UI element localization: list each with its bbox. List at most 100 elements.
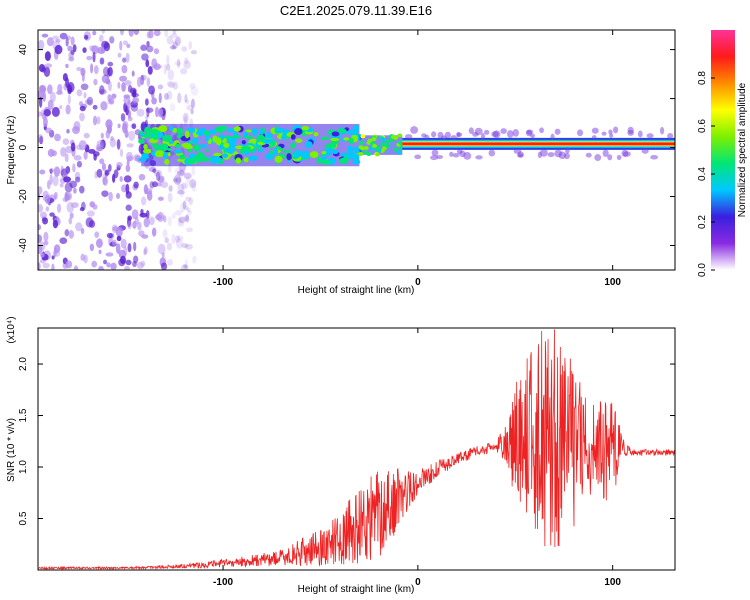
heatmap-cell bbox=[117, 81, 121, 89]
heatmap-cell bbox=[96, 116, 101, 125]
heatmap-cell bbox=[60, 168, 68, 179]
heatmap-cell bbox=[168, 140, 174, 145]
y-tick-label: 0 bbox=[18, 144, 29, 150]
heatmap-cell bbox=[85, 217, 94, 228]
heatmap-cell bbox=[79, 105, 86, 112]
heatmap-cell bbox=[53, 166, 61, 177]
heatmap-cell bbox=[51, 106, 60, 118]
heatmap-cell bbox=[190, 50, 198, 55]
heatmap-cell bbox=[431, 149, 439, 157]
heatmap-cell bbox=[52, 175, 59, 187]
heatmap-cell bbox=[133, 30, 140, 36]
heatmap-cell bbox=[305, 142, 311, 146]
heatmap-cell bbox=[152, 168, 157, 174]
heatmap-cell bbox=[123, 96, 131, 105]
heatmap-cell bbox=[75, 222, 83, 232]
heatmap-cell bbox=[49, 168, 53, 174]
heatmap-cell bbox=[176, 127, 184, 135]
heatmap-cell bbox=[320, 136, 330, 141]
heatmap-cell bbox=[430, 155, 438, 161]
heatmap-cell bbox=[175, 235, 180, 243]
heatmap-cell bbox=[294, 128, 303, 135]
heatmap-cell bbox=[70, 202, 79, 208]
heatmap-cell bbox=[162, 134, 172, 142]
heatmap-cell bbox=[506, 130, 514, 138]
heatmap-cell bbox=[185, 214, 190, 223]
heatmap-cell bbox=[92, 151, 100, 157]
heatmap-cell bbox=[76, 66, 82, 72]
colorbar-tick-label: 0.6 bbox=[697, 119, 708, 133]
heatmap-cell bbox=[132, 97, 140, 104]
heatmap-cell bbox=[141, 53, 149, 61]
heatmap-cell bbox=[65, 37, 69, 47]
heatmap-cell bbox=[44, 63, 53, 68]
heatmap-cell bbox=[198, 144, 208, 148]
heatmap-cell bbox=[176, 170, 185, 176]
heatmap-cell bbox=[594, 154, 602, 162]
heatmap-cell bbox=[185, 243, 193, 250]
colorbar-label: Normalized spectral amplitude bbox=[737, 82, 748, 217]
heatmap-cell bbox=[172, 81, 179, 90]
heatmap-cell bbox=[51, 263, 55, 270]
x-tick-label: 100 bbox=[604, 277, 621, 288]
heatmap-cell bbox=[75, 176, 81, 183]
heatmap-cell bbox=[156, 182, 162, 187]
heatmap-cell bbox=[73, 120, 81, 131]
heatmap-cell bbox=[67, 94, 71, 105]
heatmap-cell bbox=[352, 159, 361, 165]
heatmap-cell bbox=[70, 36, 75, 46]
heatmap-cell bbox=[81, 201, 86, 211]
heatmap-cell bbox=[175, 238, 184, 249]
heatmap-cell bbox=[174, 61, 182, 66]
heatmap-cell bbox=[72, 163, 76, 173]
heatmap-cell bbox=[140, 260, 146, 267]
snr-y-axis-label: SNR (10 * v/v) bbox=[6, 418, 17, 482]
heatmap-cell bbox=[93, 65, 99, 75]
heatmap-cell bbox=[171, 234, 176, 244]
heatmap-cell bbox=[167, 147, 172, 151]
heatmap-cell bbox=[169, 45, 177, 50]
heatmap-cell bbox=[163, 152, 169, 160]
heatmap-cell bbox=[180, 202, 185, 213]
heatmap-cell bbox=[125, 52, 130, 63]
heatmap-cell bbox=[152, 181, 158, 188]
heatmap-cell bbox=[108, 97, 115, 105]
heatmap-cell bbox=[90, 63, 94, 74]
heatmap-cell bbox=[158, 125, 168, 133]
heatmap-cell bbox=[256, 134, 266, 142]
heatmap-cell bbox=[190, 98, 195, 109]
heatmap-cell bbox=[396, 150, 402, 155]
heatmap-cell bbox=[621, 149, 629, 157]
y-tick-label: 0.5 bbox=[18, 511, 29, 525]
heatmap-cell bbox=[80, 83, 89, 91]
heatmap-cell bbox=[72, 44, 77, 53]
heatmap-cell bbox=[136, 76, 142, 88]
heatmap-cell bbox=[449, 151, 454, 157]
heatmap-cell bbox=[585, 152, 592, 158]
heatmap-cell bbox=[180, 263, 189, 270]
heatmap-cell bbox=[56, 203, 62, 213]
y-tick-label: 2.0 bbox=[18, 357, 29, 371]
heatmap-cell bbox=[76, 160, 83, 168]
heatmap-cell bbox=[48, 168, 55, 173]
heatmap-cell bbox=[190, 108, 194, 115]
heatmap-cell bbox=[331, 131, 340, 137]
heatmap-cell bbox=[363, 145, 369, 150]
heatmap-cell bbox=[133, 241, 137, 252]
heatmap-cell bbox=[608, 129, 613, 135]
heatmap-cell bbox=[475, 155, 483, 160]
snr-x-axis-label: Height of straight line (km) bbox=[298, 584, 415, 595]
heatmap-cell bbox=[480, 133, 486, 141]
heatmap-cell bbox=[282, 149, 292, 154]
heatmap-cell bbox=[281, 133, 286, 141]
heatmap-cell bbox=[167, 192, 173, 203]
spectrogram-y-ticks: -40 -20 0 20 40 bbox=[18, 44, 675, 253]
heatmap-cell bbox=[153, 144, 160, 151]
heatmap-cell bbox=[174, 143, 181, 148]
heatmap-cell bbox=[188, 40, 193, 50]
heatmap-cell bbox=[336, 128, 347, 133]
heatmap-cell bbox=[116, 139, 121, 150]
heatmap-cell bbox=[154, 169, 162, 177]
heatmap-cell bbox=[109, 36, 115, 44]
